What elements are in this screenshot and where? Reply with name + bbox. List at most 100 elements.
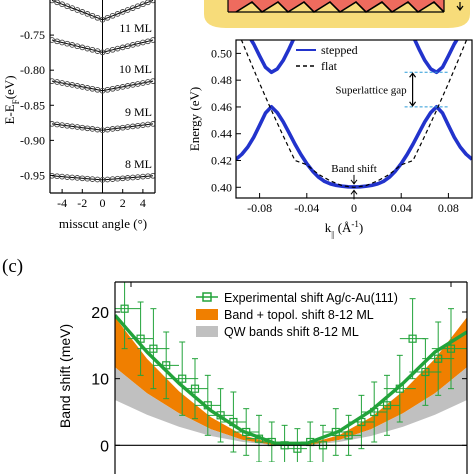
experimental-point — [395, 384, 404, 393]
data-point — [59, 80, 65, 86]
data-point — [150, 37, 155, 43]
data-point — [84, 45, 91, 52]
data-point — [119, 9, 126, 15]
data-point — [150, 172, 155, 179]
x-tick-label: -0.08 — [247, 201, 272, 215]
data-point — [150, 78, 155, 84]
series-label: 10 ML — [119, 62, 152, 76]
data-point — [54, 38, 60, 45]
legend-band-topol-label: Band + topol. shift 8-12 ML — [224, 308, 374, 322]
data-point — [69, 5, 76, 11]
panel-c: (c) 0 10 20 Experimental shift Ag/c-Au(111… — [2, 256, 468, 474]
series-label: 9 ML — [125, 105, 152, 119]
experimental-point — [203, 401, 212, 410]
gap-double-arrow-icon — [409, 72, 417, 107]
data-point — [59, 1, 65, 8]
stepped-slab-schematic — [204, 0, 470, 28]
panel-c-axes: 0 10 20 — [91, 281, 468, 474]
x-tick-label: -4 — [57, 196, 67, 210]
experimental-point — [382, 401, 392, 410]
data-point — [50, 0, 55, 4]
data-point — [124, 7, 131, 13]
y-tick-label: -0.85 — [20, 98, 45, 112]
panel-a-series-labels: 11 ML 10 ML 9 ML 8 ML — [119, 21, 152, 171]
experimental-point — [149, 344, 158, 353]
legend-stepped-label: stepped — [321, 43, 358, 57]
data-point — [124, 43, 131, 50]
qw-bands-shift-area — [115, 367, 467, 446]
data-point — [134, 3, 141, 10]
data-point — [104, 48, 111, 54]
data-point — [94, 14, 101, 21]
band-shift-arrow-icon — [350, 174, 358, 185]
experimental-point — [370, 407, 379, 417]
data-point — [114, 45, 121, 52]
panel-a-ylabel: E-EF(eV) — [2, 75, 21, 124]
legend-experimental-marker — [202, 292, 212, 302]
data-point — [54, 0, 60, 6]
experimental-point — [434, 354, 443, 363]
experimental-point — [344, 431, 353, 440]
data-point — [119, 44, 126, 51]
data-point — [69, 82, 76, 88]
panel-a: 11 ML 10 ML 9 ML 8 ML -4 -2 0 2 4 -0.75 -0.80 -0.8… — [2, 0, 156, 231]
legend-qw-bands-label: QW bands shift 8-12 ML — [224, 325, 359, 339]
data-point — [84, 11, 91, 17]
data-point — [50, 37, 55, 43]
experimental-point — [136, 334, 145, 343]
y-tick-label: -0.75 — [20, 28, 45, 42]
data-point — [109, 46, 116, 53]
panel-b-ylabel: Energy (eV) — [187, 87, 202, 151]
y-tick-label: 0.40 — [211, 180, 232, 194]
legend-flat-label: flat — [321, 59, 338, 73]
y-tick-label: 0.50 — [211, 46, 232, 60]
experimental-point — [446, 344, 456, 353]
data-point — [134, 81, 141, 87]
data-point — [74, 43, 81, 50]
panel-a-series — [50, 0, 155, 183]
flat-band-line — [240, 40, 468, 188]
experimental-point — [162, 361, 171, 370]
data-point — [104, 86, 111, 93]
y-tick-label: 0.46 — [211, 100, 232, 114]
panel-b-annotations: Superlattice gap Band shift — [331, 71, 449, 200]
band-shift-label: Band shift — [331, 163, 377, 175]
experimental-point — [229, 417, 238, 427]
band-topol-shift-area — [115, 317, 467, 446]
experimental-point — [120, 304, 129, 313]
data-point — [99, 16, 106, 23]
layer-dispersion-line — [51, 0, 154, 21]
slab-arrow-icon — [456, 2, 464, 11]
y-tick-label: 0.42 — [211, 154, 232, 168]
experimental-point — [421, 367, 430, 377]
panel-c-ylabel: Band shift (meV) — [57, 324, 73, 428]
data-point — [124, 83, 131, 89]
panel-a-axes: -4 -2 0 2 4 -0.75 -0.80 -0.85 -0.90 -0.95 — [20, 0, 156, 210]
x-tick-label: -2 — [77, 196, 87, 210]
panel-c-legend: Experimental shift Ag/c-Au(111) Band + t… — [196, 291, 398, 339]
data-point — [74, 7, 81, 13]
data-point — [140, 39, 146, 46]
panel-b-axes: -0.08 -0.04 0 0.04 0.08 0.40 0.42 0.44 0.46 0.48 0… — [211, 39, 473, 215]
y-tick-label: 0.44 — [211, 127, 232, 141]
experimental-point — [357, 417, 366, 427]
data-point — [89, 46, 96, 53]
data-point — [89, 12, 96, 19]
data-point — [114, 85, 121, 91]
experimental-point — [190, 384, 200, 393]
data-point — [145, 0, 151, 6]
legend-experimental-label: Experimental shift Ag/c-Au(111) — [224, 291, 398, 305]
panel-c-label: (c) — [2, 256, 23, 277]
data-point — [64, 3, 71, 10]
y-tick-label: 0 — [100, 438, 109, 455]
data-point — [104, 14, 111, 21]
data-point — [79, 9, 86, 15]
experimental-point — [216, 411, 225, 420]
superlattice-gap-label: Superlattice gap — [335, 85, 407, 97]
panel-a-xlabel: misscut angle (°) — [59, 216, 147, 231]
data-point — [134, 40, 141, 47]
y-tick-label: -0.80 — [20, 63, 45, 77]
x-tick-label: 0 — [100, 196, 106, 210]
data-point — [109, 12, 116, 19]
data-point — [129, 5, 136, 11]
